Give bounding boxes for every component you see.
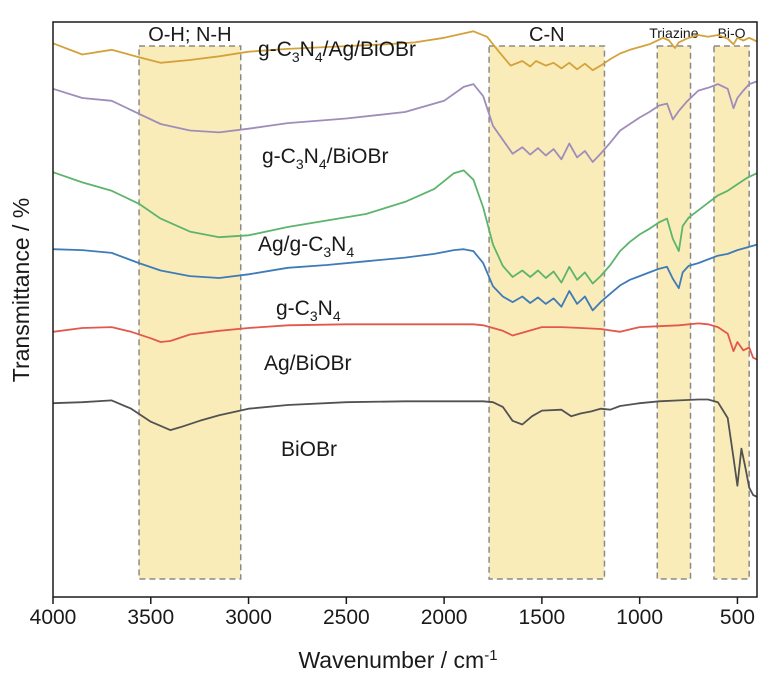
band-label-o-h-n-h: O-H; N-H	[148, 24, 231, 46]
spectra-series	[52, 30, 758, 498]
curve-label-g-c3n4-ag-biobr: g-C3N4/Ag/BiOBr	[258, 38, 416, 65]
x-axis-title-main: Wavenumber / cm	[298, 647, 484, 673]
curve-label-ag-g-c3n4: Ag/g-C3N4	[258, 233, 354, 260]
x-tick-label-500: 500	[720, 606, 755, 629]
curve-label-g-c3n4: g-C3N4	[276, 297, 341, 324]
series-line-g-c3n4-biobr	[52, 80, 758, 163]
plot-frame	[52, 21, 758, 598]
x-axis-ticks: 4000 3500 3000 2500 2000 1500 1000 500	[30, 597, 755, 629]
band-c-n	[488, 45, 606, 580]
series-line-g-c3n4	[52, 243, 758, 312]
x-axis-title-sup: -1	[484, 647, 497, 664]
band-bi-o	[713, 45, 750, 580]
series-line-ag-g-c3n4	[52, 169, 758, 285]
curve-labels: g-C3N4/Ag/BiOBr g-C3N4/BiOBr Ag/g-C3N4 g-C3…	[258, 38, 416, 461]
band-label-bi-o: Bi-O	[718, 25, 746, 41]
x-tick-label-4000: 4000	[30, 606, 77, 629]
band-o-h-n-h	[138, 45, 242, 580]
x-tick-label-3000: 3000	[225, 606, 272, 629]
curve-label-biobr: BiOBr	[281, 438, 337, 461]
series-line-ag-biobr	[52, 322, 758, 361]
x-tick-label-1000: 1000	[616, 606, 663, 629]
y-axis-title: Transmittance / %	[8, 198, 34, 382]
band-label-c-n: C-N	[529, 24, 565, 46]
series-line-biobr	[52, 398, 758, 498]
x-tick-label-1500: 1500	[519, 606, 566, 629]
band-triazine	[656, 45, 692, 580]
curve-label-ag-biobr: Ag/BiOBr	[264, 352, 352, 375]
x-tick-label-2500: 2500	[323, 606, 370, 629]
x-tick-label-3500: 3500	[127, 606, 174, 629]
curve-label-g-c3n4-biobr: g-C3N4/BiOBr	[262, 145, 388, 172]
band-regions: O-H; N-H C-N Triazine Bi-O	[138, 24, 750, 580]
x-tick-label-2000: 2000	[421, 606, 468, 629]
band-label-triazine: Triazine	[649, 25, 698, 41]
series-line-g-c3n4-ag-biobr	[52, 30, 758, 72]
x-axis-title: Wavenumber / cm-1	[298, 647, 497, 673]
